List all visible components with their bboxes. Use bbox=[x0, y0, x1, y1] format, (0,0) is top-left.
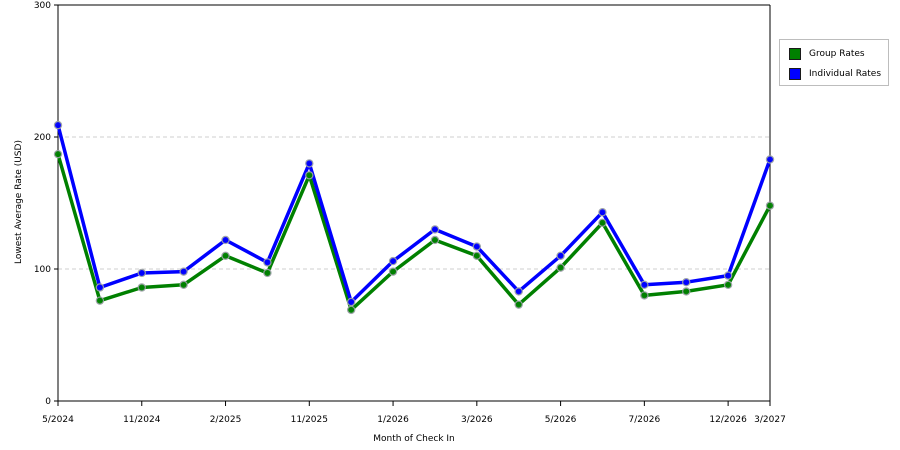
data-point-individual bbox=[221, 235, 230, 245]
data-point-group bbox=[556, 263, 565, 272]
data-point-individual bbox=[514, 287, 523, 296]
y-axis-title: Lowest Average Rate (USD) bbox=[14, 140, 24, 264]
data-point-individual bbox=[598, 208, 607, 217]
data-point-group bbox=[682, 287, 691, 296]
x-tick-label: 1/2026 bbox=[377, 415, 409, 425]
legend-swatch-green bbox=[789, 48, 801, 60]
data-point-group bbox=[53, 149, 63, 159]
x-tick-label: 11/2025 bbox=[291, 415, 328, 425]
legend-label: Individual Rates bbox=[809, 69, 882, 79]
data-point-individual bbox=[430, 225, 440, 234]
data-point-individual bbox=[137, 268, 146, 278]
x-tick-label: 5/2026 bbox=[545, 415, 577, 425]
x-tick-label: 11/2024 bbox=[123, 415, 161, 425]
tick-labels: 0 100 200 300 5/2024 11/2024 2/2025 11/2025 1/20… bbox=[34, 1, 786, 425]
data-point-group bbox=[514, 300, 523, 309]
data-point-individual bbox=[95, 283, 105, 292]
data-point-individual bbox=[263, 258, 272, 267]
data-point-group bbox=[472, 251, 482, 260]
y-tick-label: 300 bbox=[34, 1, 51, 11]
data-point-group bbox=[430, 235, 440, 245]
x-tick-label: 2/2025 bbox=[210, 415, 242, 425]
x-axis-title: Month of Check In bbox=[373, 434, 455, 444]
data-point-group bbox=[723, 280, 733, 290]
series-lines bbox=[56, 124, 772, 312]
data-point-individual bbox=[305, 159, 314, 168]
data-point-individual bbox=[556, 251, 565, 260]
y-tick-label: 0 bbox=[45, 397, 51, 407]
data-point-group bbox=[640, 291, 649, 300]
x-tick-label: 3/2026 bbox=[461, 415, 493, 425]
data-point-individual bbox=[179, 267, 188, 276]
data-points bbox=[53, 120, 775, 315]
data-point-group bbox=[388, 267, 398, 276]
series-line-individual-rates bbox=[56, 124, 772, 304]
series-line-group-rates bbox=[56, 153, 772, 312]
data-point-individual bbox=[346, 297, 356, 307]
x-tick-label: 5/2024 bbox=[42, 415, 74, 425]
data-point-group bbox=[346, 305, 356, 315]
y-tick-label: 200 bbox=[34, 133, 51, 143]
data-point-group bbox=[263, 268, 272, 278]
x-tick-label: 7/2026 bbox=[629, 415, 661, 425]
data-point-individual bbox=[765, 155, 775, 164]
legend-swatch-blue bbox=[789, 68, 801, 80]
axes bbox=[54, 4, 771, 406]
y-tick-label: 100 bbox=[34, 265, 51, 275]
x-tick-label: 12/2026 bbox=[709, 415, 747, 425]
legend-item-individual-rates: Individual Rates bbox=[789, 67, 881, 81]
data-point-group bbox=[598, 218, 607, 227]
data-point-group bbox=[765, 201, 775, 210]
x-tick-label: 3/2027 bbox=[754, 415, 786, 425]
data-point-individual bbox=[388, 256, 398, 266]
data-point-group bbox=[305, 171, 314, 180]
data-point-group bbox=[221, 251, 230, 260]
data-point-individual bbox=[682, 278, 691, 287]
data-point-individual bbox=[53, 120, 63, 130]
legend: Group Rates Individual Rates bbox=[779, 39, 889, 86]
data-point-group bbox=[179, 280, 188, 290]
data-point-group bbox=[137, 283, 146, 292]
data-point-individual bbox=[472, 242, 482, 251]
data-point-individual bbox=[723, 271, 733, 280]
data-point-group bbox=[95, 296, 105, 305]
gridlines bbox=[58, 136, 770, 270]
legend-label: Group Rates bbox=[809, 49, 865, 59]
legend-item-group-rates: Group Rates bbox=[789, 47, 865, 61]
data-point-individual bbox=[640, 280, 649, 290]
